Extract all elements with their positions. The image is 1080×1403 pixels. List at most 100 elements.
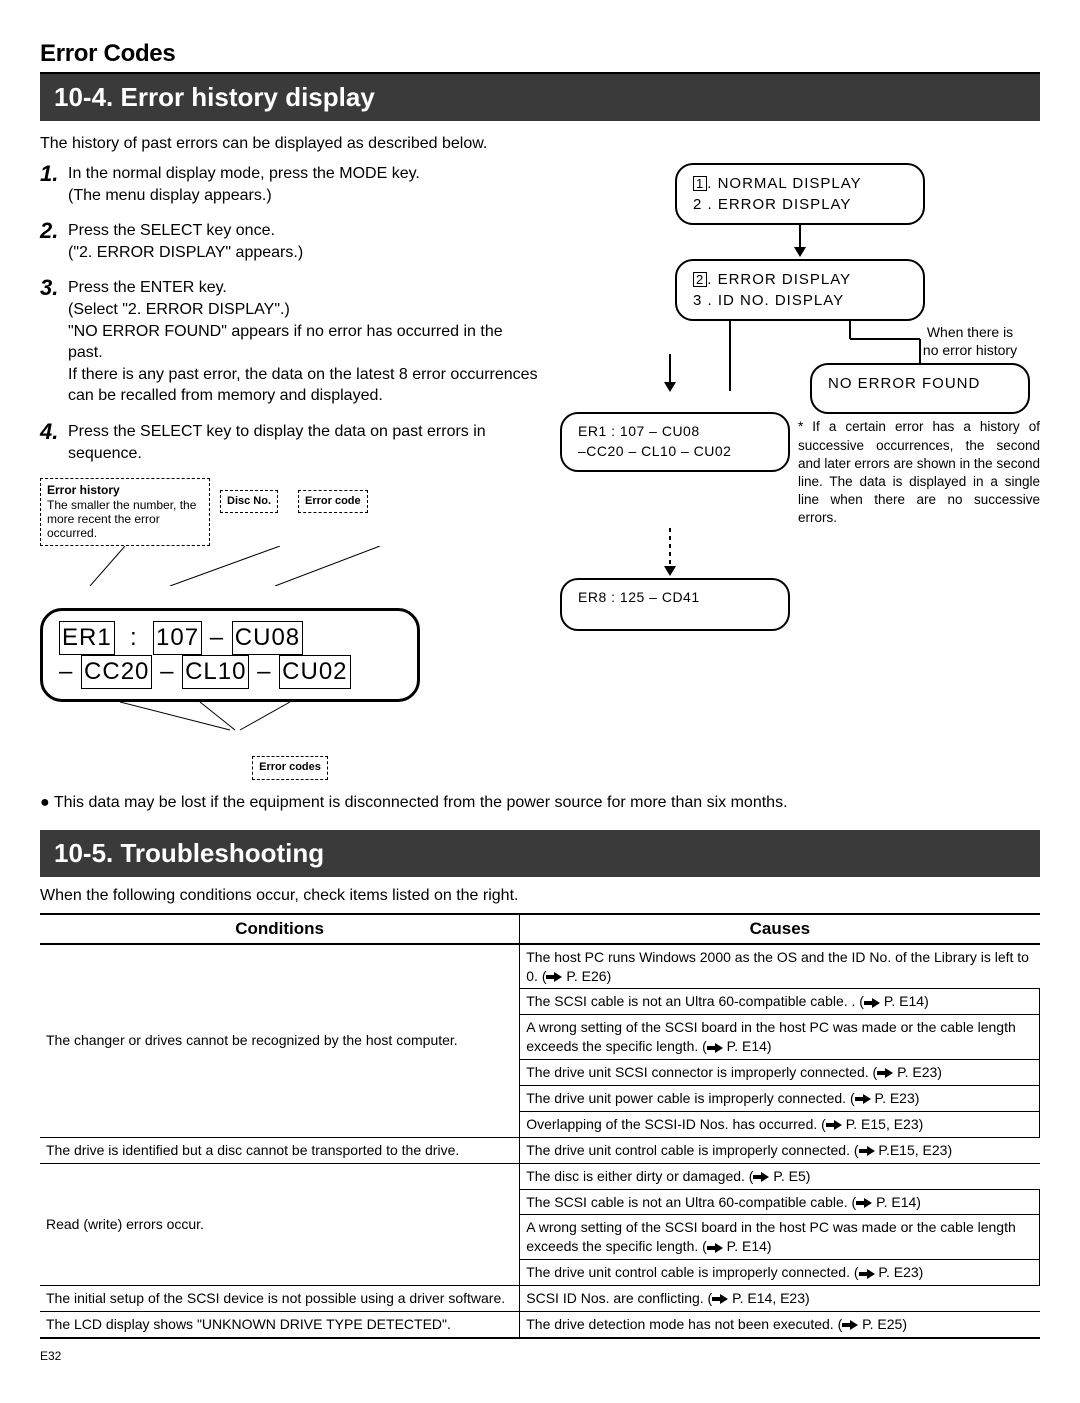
table-cell-cause: The drive unit SCSI connector is imprope…: [520, 1060, 1040, 1086]
table-cell-condition: Read (write) errors occur.: [40, 1163, 520, 1285]
lcd-code: CU08: [232, 621, 303, 655]
callout-history-text: The smaller the number, the more recent …: [47, 498, 196, 541]
lcd-sep: :: [130, 624, 138, 651]
flow-box-3: ER1 : 107 – CU08 –CC20 – CL10 – CU02: [560, 412, 790, 471]
step-num-1: 1.: [40, 163, 68, 206]
arrow-down-icon-2: [660, 354, 680, 394]
callout-disc-label: Disc No.: [227, 495, 271, 507]
callout-lines-icon: [40, 546, 510, 586]
lcd-dash4: –: [257, 658, 271, 685]
table-cell-cause: The drive unit control cable is improper…: [520, 1260, 1040, 1286]
arrow-right-icon: [712, 1294, 728, 1304]
table-cell-condition: The drive is identified but a disc canno…: [40, 1137, 520, 1163]
arrow-right-icon: [546, 972, 562, 982]
table-cell-cause: A wrong setting of the SCSI board in the…: [520, 1215, 1040, 1260]
callout-disc-no: Disc No.: [220, 490, 278, 513]
lcd-cl10: CL10: [182, 655, 249, 689]
table-cell-cause: Overlapping of the SCSI-ID Nos. has occu…: [520, 1111, 1040, 1137]
callout-error-history: Error history The smaller the number, th…: [40, 478, 210, 546]
step-2-line-1: Press the SELECT key once.: [68, 222, 275, 239]
section-105-title: 10-5. Troubleshooting: [40, 830, 1040, 877]
table-cell-condition: The LCD display shows "UNKNOWN DRIVE TYP…: [40, 1312, 520, 1338]
asterisk-note: * If a certain error has a history of su…: [798, 418, 1040, 527]
step-3-line-4: If there is any past error, the data on …: [68, 366, 538, 405]
header-title: Error Codes: [40, 40, 1040, 68]
th-conditions: Conditions: [40, 914, 520, 944]
troubleshooting-table: Conditions Causes The changer or drives …: [40, 913, 1040, 1339]
arrow-down-icon: [790, 225, 810, 259]
arrow-right-icon: [855, 1094, 871, 1104]
callout-error-code: Error code: [298, 490, 368, 513]
callout-code-label: Error code: [305, 495, 361, 507]
flow-box1-text: . NORMAL DISPLAY: [707, 175, 861, 192]
callout-row: Error history The smaller the number, th…: [40, 478, 540, 546]
step-1-line-2: (The menu display appears.): [68, 187, 272, 204]
arrow-right-icon: [859, 1146, 875, 1156]
flow-box2-text: . ERROR DISPLAY: [707, 271, 851, 288]
section-105-intro: When the following conditions occur, che…: [40, 887, 1040, 905]
table-cell-cause: The disc is either dirty or damaged. ( P…: [520, 1163, 1040, 1189]
step-4-line-1: Press the SELECT key to display the data…: [68, 423, 486, 462]
lcd-dash2: –: [59, 658, 73, 685]
arrow-right-icon: [859, 1269, 875, 1279]
flow-box3-line1: ER1 : 107 – CU08: [578, 423, 700, 439]
page-number: E32: [40, 1349, 1040, 1363]
converge-lines-icon: [40, 702, 420, 732]
lcd-dash1: –: [210, 624, 224, 651]
flow-box-1: 1. NORMAL DISPLAY 2 . ERROR DISPLAY: [675, 163, 925, 225]
section-104-intro: The history of past errors can be displa…: [40, 135, 1040, 153]
arrow-right-icon: [826, 1120, 842, 1130]
callout-history-title: Error history: [47, 483, 120, 497]
table-cell-cause: The host PC runs Windows 2000 as the OS …: [520, 944, 1040, 989]
flow-box1-num: 1: [693, 176, 707, 191]
step-num-3: 3.: [40, 277, 68, 407]
error-codes-label: Error codes: [259, 761, 321, 773]
th-causes: Causes: [520, 914, 1040, 944]
flow-box2-num: 2: [693, 272, 707, 287]
lcd-er1: ER1: [59, 621, 115, 655]
step-2-line-2: ("2. ERROR DISPLAY" appears.): [68, 244, 303, 261]
lcd-dash3: –: [160, 658, 174, 685]
step-3-line-2: (Select "2. ERROR DISPLAY".): [68, 301, 290, 318]
step-3-line-1: Press the ENTER key.: [68, 279, 227, 296]
arrow-right-icon: [864, 998, 880, 1008]
step-num-2: 2.: [40, 220, 68, 263]
flow-box4-text: ER8 : 125 – CD41: [578, 589, 700, 605]
table-cell-cause: The drive detection mode has not been ex…: [520, 1312, 1040, 1338]
table-cell-cause: SCSI ID Nos. are conflicting. ( P. E14, …: [520, 1286, 1040, 1312]
table-cell-condition: The changer or drives cannot be recogniz…: [40, 944, 520, 1138]
arrow-right-icon: [877, 1068, 893, 1078]
step-text-2: Press the SELECT key once. ("2. ERROR DI…: [68, 220, 303, 263]
arrow-right-icon: [842, 1320, 858, 1330]
left-column: 1. In the normal display mode, press the…: [40, 163, 540, 780]
table-cell-cause: The SCSI cable is not an Ultra 60-compat…: [520, 1189, 1040, 1215]
arrow-right-icon: [753, 1172, 769, 1182]
arrow-right-icon: [707, 1043, 723, 1053]
lcd-cc20: CC20: [81, 655, 152, 689]
arrow-right-icon: [856, 1198, 872, 1208]
flow-no-error: NO ERROR FOUND: [810, 363, 1030, 414]
step-text-1: In the normal display mode, press the MO…: [68, 163, 420, 206]
step-num-4: 4.: [40, 421, 68, 464]
error-codes-callout: Error codes: [40, 756, 540, 779]
lcd-display: ER1 : 107 – CU08 – CC20 – CL10 – CU02: [40, 608, 420, 703]
step-text-3: Press the ENTER key. (Select "2. ERROR D…: [68, 277, 540, 407]
step-3-line-3: "NO ERROR FOUND" appears if no error has…: [68, 323, 503, 362]
flow-box1-line2: 2 . ERROR DISPLAY: [693, 196, 851, 213]
flow-box2-line2: 3 . ID NO. DISPLAY: [693, 292, 844, 309]
arrow-right-icon: [707, 1243, 723, 1253]
arrow-down-dashed-icon: [660, 528, 680, 578]
section-104-title: 10-4. Error history display: [40, 74, 1040, 121]
no-history-note: When there isno error history: [890, 323, 1050, 359]
flow-box-2: 2. ERROR DISPLAY 3 . ID NO. DISPLAY: [675, 259, 925, 321]
step-1-line-1: In the normal display mode, press the MO…: [68, 165, 420, 182]
table-cell-cause: A wrong setting of the SCSI board in the…: [520, 1015, 1040, 1060]
step-text-4: Press the SELECT key to display the data…: [68, 421, 540, 464]
flow-box3-line2: –CC20 – CL10 – CU02: [578, 443, 731, 459]
lcd-cu02: CU02: [279, 655, 350, 689]
table-cell-cause: The drive unit power cable is improperly…: [520, 1086, 1040, 1112]
table-cell-cause: The SCSI cable is not an Ultra 60-compat…: [520, 989, 1040, 1015]
right-column: 1. NORMAL DISPLAY 2 . ERROR DISPLAY 2. E…: [560, 163, 1040, 780]
flow-box-4: ER8 : 125 – CD41: [560, 578, 790, 632]
section-104-footnote: This data may be lost if the equipment i…: [40, 794, 1040, 812]
